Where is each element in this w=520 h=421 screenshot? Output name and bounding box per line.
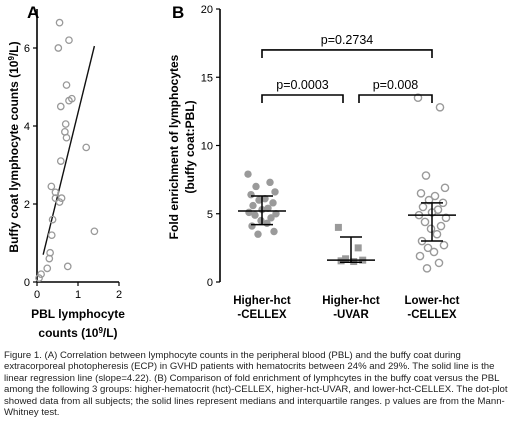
data-point [45,254,54,263]
panel-b-y-tick-label: 10 [201,141,213,153]
data-point [61,120,70,128]
data-point [267,214,275,222]
panel-a-x-tick-label: 0 [34,289,40,301]
group-label: -CELLEX [407,309,457,321]
significance-bracket [261,49,433,58]
data-point [62,81,71,89]
panel-a-scatter-plot: A Buffy coat lymphocyte counts (109/L) P… [7,3,125,340]
data-point [421,171,431,180]
data-point [48,215,57,224]
data-point [251,211,259,219]
significance-bracket [261,94,344,103]
data-point [423,243,433,253]
data-point [65,36,73,45]
data-point [354,244,362,252]
data-point [420,217,430,227]
group-label: Higher-hct [322,295,380,307]
panel-a-y-tick-label: 0 [24,277,30,289]
data-point [248,222,256,230]
panel-b-y-tick-label: 0 [207,277,213,289]
significance-bracket [358,94,433,103]
data-point [37,270,45,279]
data-point [435,102,445,112]
data-point [261,195,269,203]
group-label: -UVAR [333,309,369,321]
data-point [247,190,255,199]
data-point [263,219,271,228]
data-point [63,262,72,271]
group-label: -CELLEX [237,309,287,321]
data-point [270,227,278,236]
data-point [68,94,76,103]
panel-b-letter: B [172,3,184,22]
data-point [439,240,449,250]
panel-a-xlabel-line1: PBL lymphocyte [31,307,125,321]
data-point [441,213,451,223]
p-value-label: p=0.2734 [321,33,374,47]
data-point [244,170,252,178]
data-point [254,230,262,238]
data-point [55,18,64,27]
data-point [436,221,446,231]
regression-line [42,45,96,255]
data-point [56,102,65,111]
data-point [51,188,60,197]
panel-a-x-tick-label: 2 [116,289,122,301]
panel-b-y-tick-label: 5 [207,209,213,221]
data-point [418,202,428,212]
data-point [413,93,423,103]
data-point [271,188,279,196]
data-point [264,204,272,212]
p-value-label: p=0.0003 [276,78,329,92]
figure-caption: Figure 1. (A) Correlation between lympho… [4,350,508,419]
panel-b-y-tick-label: 15 [201,72,213,84]
panel-a-y-tick-label: 4 [24,121,30,133]
data-point [415,251,425,261]
panel-a-ylabel: Buffy coat lymphocyte counts (109/L) [7,41,21,252]
data-point [90,227,99,236]
data-point [35,274,43,282]
panel-a-xlabel-line2: counts (109/L) [38,326,117,340]
data-point [422,264,432,273]
panel-b-group-labels: Higher-hct -CELLEX Higher-hct -UVAR Lower-hc… [233,295,459,321]
group-label: Lower-hct [405,295,460,307]
panel-a-y-tick-label: 2 [24,199,30,211]
group-label: Higher-hct [233,295,291,307]
data-point [57,194,66,202]
data-point [334,223,342,231]
data-point [342,255,350,263]
data-point [255,196,263,204]
data-point [43,264,52,273]
data-point [432,229,442,239]
data-point [257,216,265,225]
data-point [426,224,436,234]
data-point [47,231,56,240]
data-point [269,199,277,207]
panel-b-ylabel-line2: (buffy coat:PBL) [183,100,197,193]
panel-a-y-tick-label: 6 [24,43,30,55]
data-point [249,201,257,210]
data-point [266,178,274,187]
data-point [430,191,440,201]
data-point [82,143,91,152]
panel-b-y-tick-label: 20 [201,4,213,16]
p-value-label: p=0.008 [373,78,419,92]
data-point [440,183,450,193]
data-point [434,258,444,268]
panel-b-ylabel-line1: Fold enrichment of lymphocytes [167,54,181,239]
data-point [416,188,426,198]
data-point [252,182,260,191]
data-point [56,157,65,165]
figure: A Buffy coat lymphocyte counts (109/L) P… [7,3,460,340]
data-point [47,182,56,191]
panel-a-x-tick-label: 1 [75,289,81,301]
data-point [272,210,280,218]
data-point [62,133,71,142]
data-point [429,247,439,257]
data-point [54,44,63,52]
data-point [55,198,64,206]
data-point [424,195,434,205]
panel-b-dot-plot: B Fold enrichment of lymphocytes (buffy … [167,3,460,321]
